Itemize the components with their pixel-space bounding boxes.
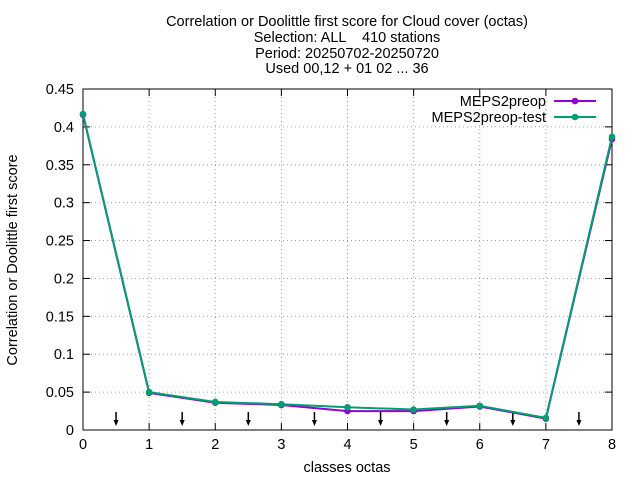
x-axis-label: classes octas	[303, 460, 390, 476]
y-tick-label: 0	[66, 423, 74, 439]
data-point	[608, 133, 616, 141]
chart-title: Correlation or Doolittle first score for…	[166, 14, 528, 77]
class-boundary-arrow	[444, 412, 450, 426]
data-point	[410, 406, 417, 413]
legend-label: MEPS2preop-test	[432, 110, 546, 126]
legend-item: MEPS2preop	[460, 94, 596, 110]
class-boundary-arrow	[576, 412, 582, 426]
title-line-4: Used 00,12 + 01 02 ... 36	[265, 61, 428, 77]
x-tick-label: 0	[79, 437, 87, 453]
class-boundary-arrow	[179, 412, 185, 426]
legend-item: MEPS2preop-test	[432, 110, 596, 126]
series	[79, 110, 616, 422]
x-tick-label: 3	[277, 437, 285, 453]
legend-marker	[571, 97, 579, 105]
data-point	[278, 400, 285, 408]
x-tick-label: 5	[410, 437, 418, 453]
y-tick-label: 0.45	[46, 82, 74, 98]
title-line-3: Period: 20250702-20250720	[255, 46, 439, 62]
series-1	[79, 111, 616, 422]
x-tick-label: 4	[343, 437, 351, 453]
x-tick-label: 7	[542, 437, 550, 453]
legend-marker	[571, 113, 579, 121]
class-boundary-arrow	[311, 412, 317, 426]
data-point	[79, 110, 87, 118]
legend-label: MEPS2preop	[460, 94, 546, 110]
class-boundary-arrow	[113, 412, 119, 426]
y-tick-label: 0.2	[54, 271, 74, 287]
y-tick-label: 0.15	[46, 309, 74, 325]
x-tick-label: 2	[211, 437, 219, 453]
data-point	[476, 402, 484, 410]
y-tick-label: 0.4	[54, 120, 74, 136]
x-tick-label: 6	[476, 437, 484, 453]
plot-frame	[82, 88, 613, 431]
class-boundary-arrow	[510, 412, 516, 426]
y-tick-label: 0.05	[46, 385, 74, 401]
y-tick-label: 0.3	[54, 196, 74, 212]
data-point	[542, 414, 550, 422]
y-tick-label: 0.25	[46, 234, 74, 250]
grid	[83, 89, 612, 430]
class-boundary-arrow	[378, 412, 384, 426]
data-point	[145, 388, 153, 396]
class-boundary-arrows	[113, 412, 582, 426]
title-line-2: Selection: ALL 410 stations	[254, 30, 440, 46]
y-axis-label: Correlation or Doolittle first score	[5, 154, 21, 365]
y-tick-label: 0.35	[46, 158, 74, 174]
x-tick-label: 1	[145, 437, 153, 453]
title-line-1: Correlation or Doolittle first score for…	[166, 14, 528, 30]
data-point	[344, 403, 351, 411]
class-boundary-arrow	[245, 412, 251, 426]
data-point	[211, 398, 219, 406]
axis-ticks: 0 0.05 0.1 0.15 0.2 0.25 0.3 0.35 0.4 0.45 0 1 2 3 4 5 6…	[46, 82, 616, 453]
x-tick-label: 8	[608, 437, 616, 453]
series-2	[79, 110, 616, 422]
y-tick-label: 0.1	[54, 347, 74, 363]
